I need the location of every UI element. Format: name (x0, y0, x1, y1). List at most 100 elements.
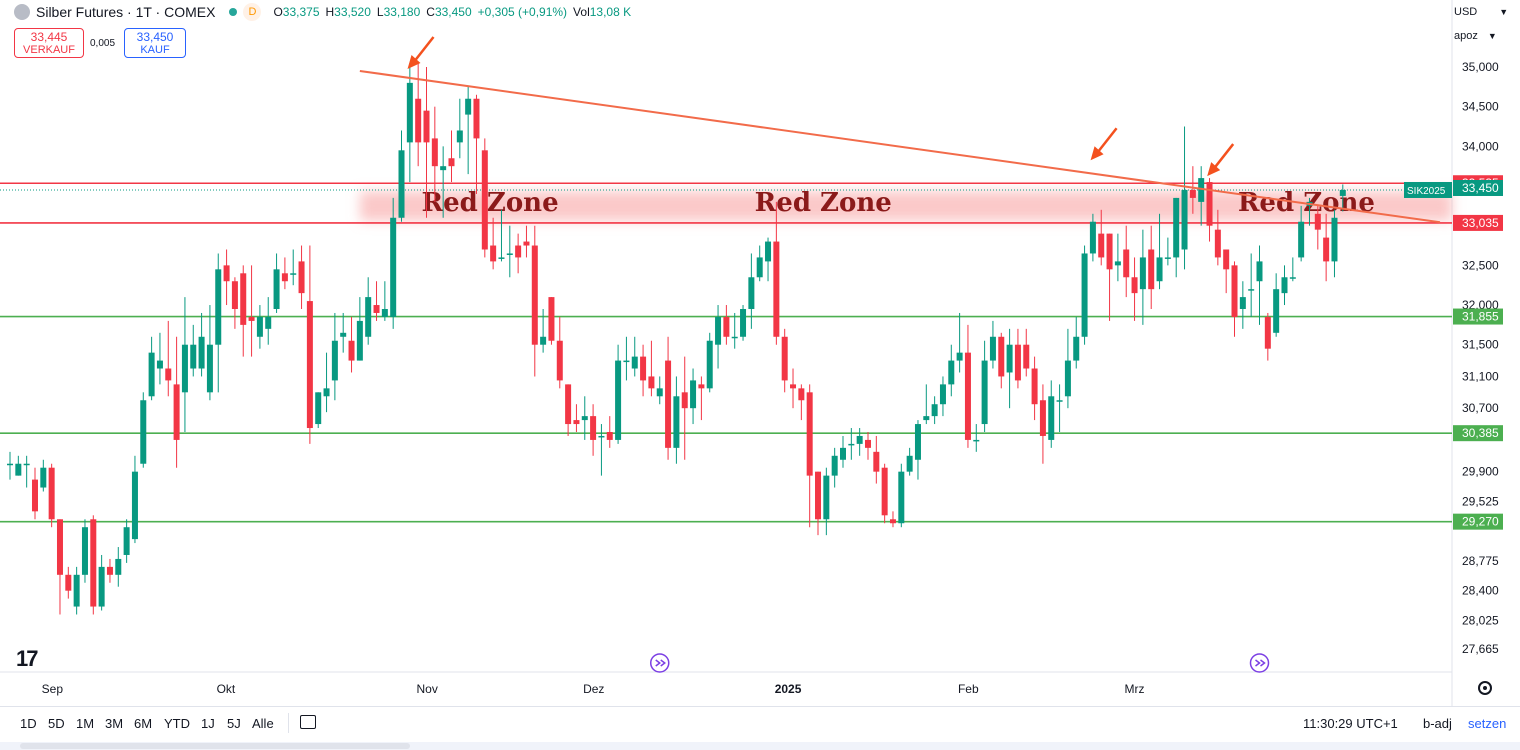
candle[interactable] (540, 309, 547, 353)
candle[interactable] (440, 146, 447, 218)
candle[interactable] (256, 305, 263, 349)
candle[interactable] (223, 249, 230, 306)
candle[interactable] (656, 376, 663, 405)
price-axis-label[interactable]: 33,035 (1453, 214, 1503, 231)
candle[interactable] (565, 384, 572, 436)
candle[interactable] (1039, 384, 1046, 464)
candle[interactable] (931, 396, 938, 425)
candle[interactable] (1214, 209, 1221, 266)
candle[interactable] (290, 249, 297, 286)
candle[interactable] (1031, 356, 1038, 421)
candle[interactable] (140, 392, 147, 468)
range-1d-button[interactable]: 1D (20, 716, 37, 731)
candle[interactable] (1181, 126, 1188, 270)
range-1j-button[interactable]: 1J (201, 716, 215, 731)
candle[interactable] (640, 344, 647, 397)
candle[interactable] (715, 305, 722, 369)
candle[interactable] (1323, 213, 1330, 282)
candle[interactable] (623, 336, 630, 381)
candle[interactable] (740, 305, 747, 341)
event-marker-icon[interactable] (1249, 653, 1270, 673)
candle[interactable] (356, 297, 363, 361)
candle[interactable] (415, 63, 422, 167)
candle[interactable] (615, 344, 622, 444)
candle[interactable] (815, 471, 822, 536)
candle[interactable] (1264, 312, 1271, 361)
tradingview-logo[interactable]: 17 (16, 646, 39, 671)
buy-button[interactable]: 33,450 KAUF (124, 28, 186, 58)
candle[interactable] (964, 324, 971, 448)
candle[interactable] (406, 63, 413, 183)
range-3m-button[interactable]: 3M (105, 716, 124, 731)
candle[interactable] (1123, 225, 1130, 298)
candle[interactable] (48, 463, 55, 528)
candle[interactable] (1173, 197, 1180, 278)
candle[interactable] (606, 416, 613, 448)
candle[interactable] (348, 316, 355, 373)
candle[interactable] (423, 67, 430, 218)
calendar-icon[interactable] (300, 715, 316, 729)
candle[interactable] (165, 320, 172, 397)
candle[interactable] (398, 130, 405, 222)
candle[interactable] (906, 447, 913, 476)
candle[interactable] (1198, 166, 1205, 226)
candle[interactable] (1164, 237, 1171, 266)
candle[interactable] (598, 424, 605, 476)
candle[interactable] (506, 225, 513, 278)
candle[interactable] (665, 336, 672, 460)
candle[interactable] (1339, 184, 1346, 212)
candle[interactable] (548, 297, 555, 345)
candle[interactable] (806, 384, 813, 528)
candle[interactable] (1014, 328, 1021, 389)
candle[interactable] (873, 435, 880, 484)
candle[interactable] (914, 420, 921, 480)
candle[interactable] (65, 566, 72, 599)
d-badge[interactable]: D (243, 3, 262, 21)
candle[interactable] (531, 225, 538, 377)
candle[interactable] (373, 281, 380, 321)
candle[interactable] (556, 316, 563, 389)
candle[interactable] (889, 511, 896, 528)
candle[interactable] (115, 547, 122, 587)
range-1m-button[interactable]: 1M (76, 716, 95, 731)
candle[interactable] (1331, 209, 1338, 278)
candle[interactable] (1056, 384, 1063, 432)
candle[interactable] (939, 376, 946, 417)
candle[interactable] (273, 253, 280, 313)
candle[interactable] (456, 98, 463, 159)
annotation-arrow-icon[interactable] (1090, 127, 1118, 161)
candle[interactable] (1106, 233, 1113, 321)
candle[interactable] (206, 305, 213, 401)
annotation-arrow-icon[interactable] (1207, 143, 1235, 177)
candle[interactable] (973, 424, 980, 452)
candle[interactable] (1006, 328, 1013, 409)
scale-mode-select[interactable]: apoz ▼ (1454, 26, 1497, 46)
price-axis-label[interactable]: 33,450 (1453, 179, 1503, 196)
candle[interactable] (173, 336, 180, 468)
price-axis-label[interactable]: 29,270 (1453, 513, 1503, 530)
candle[interactable] (123, 519, 130, 563)
candle[interactable] (681, 356, 688, 460)
candle[interactable] (298, 245, 305, 310)
adjustment-toggle[interactable]: b-adj (1423, 716, 1452, 731)
candle[interactable] (90, 515, 97, 615)
candle[interactable] (1073, 316, 1080, 369)
candle[interactable] (248, 265, 255, 357)
candle[interactable] (790, 368, 797, 409)
candle[interactable] (181, 297, 188, 432)
candle[interactable] (1156, 213, 1163, 290)
candle[interactable] (1048, 380, 1055, 448)
candle[interactable] (773, 201, 780, 345)
candle[interactable] (840, 435, 846, 468)
candle[interactable] (306, 245, 313, 444)
candle[interactable] (1298, 205, 1305, 262)
candle[interactable] (823, 467, 830, 536)
horizontal-scrollbar[interactable] (0, 742, 1520, 750)
candle[interactable] (1273, 273, 1280, 337)
candle[interactable] (781, 328, 788, 393)
candle[interactable] (864, 431, 871, 460)
candle[interactable] (15, 455, 22, 476)
candle[interactable] (1148, 225, 1155, 310)
candle[interactable] (923, 384, 930, 425)
